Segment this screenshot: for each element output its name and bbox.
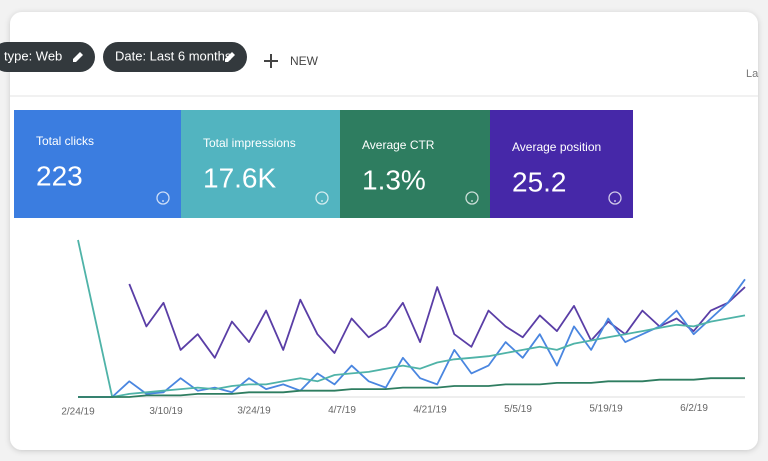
metric-title: Total clicks [36,134,94,148]
chip-label: type: Web [4,48,62,63]
help-icon-dot [614,200,616,202]
new-button[interactable]: NEW [290,54,319,68]
toolbar-text: La [746,68,759,80]
x-tick-label: 6/2/19 [680,403,708,414]
metric-card[interactable] [14,110,181,218]
metric-value: 1.3% [362,164,426,195]
edit-icon [225,52,235,62]
help-icon-dot [471,200,473,202]
series-line [78,377,745,398]
series-line [77,239,746,398]
metric-value: 17.6K [203,162,276,193]
x-tick-label: 4/7/19 [328,405,356,416]
help-icon [465,191,479,205]
metric-value: 25.2 [512,166,567,197]
add-icon [264,54,278,68]
metric-value: 223 [36,160,83,191]
metric-title: Average CTR [362,138,435,152]
x-tick-label: 3/10/19 [149,406,183,417]
chip-label: Date: Last 6 months [115,48,232,63]
series-line [128,283,746,359]
help-icon [608,191,622,205]
x-tick-label: 2/24/19 [61,407,95,418]
filter-chip[interactable] [103,42,247,72]
metric-title: Average position [512,140,601,154]
edit-icon [73,52,83,62]
metric-card[interactable] [181,110,340,218]
x-tick-label: 5/19/19 [589,404,623,415]
help-icon-dot [321,200,323,202]
x-tick-label: 3/24/19 [237,406,271,417]
frame [10,12,758,450]
help-icon [315,191,329,205]
metric-title: Total impressions [203,136,296,150]
help-icon [156,191,170,205]
x-tick-label: 4/21/19 [413,405,447,416]
help-icon-dot [162,200,164,202]
filter-chip[interactable] [0,42,95,72]
metric-card[interactable] [340,110,490,218]
x-tick-label: 5/5/19 [504,404,532,415]
metric-card[interactable] [490,110,633,218]
